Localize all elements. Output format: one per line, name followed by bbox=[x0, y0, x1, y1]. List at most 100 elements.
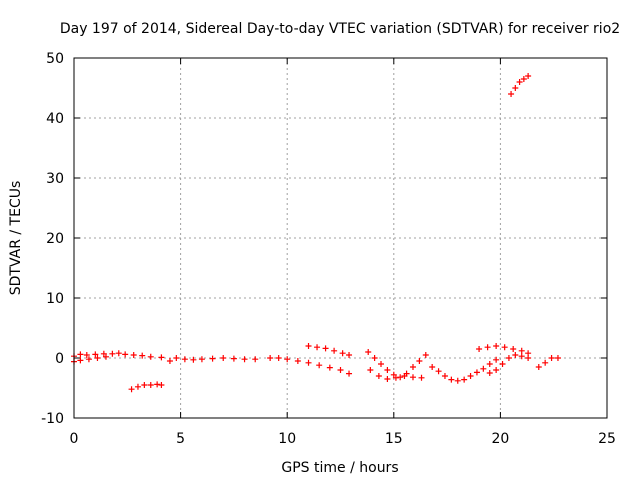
series-arc-1 bbox=[71, 350, 165, 361]
data-point bbox=[418, 374, 425, 381]
data-point bbox=[435, 368, 442, 375]
chart-title: Day 197 of 2014, Sidereal Day-to-day VTE… bbox=[60, 21, 620, 37]
data-point bbox=[252, 356, 259, 363]
data-point bbox=[461, 376, 468, 383]
data-point bbox=[198, 356, 205, 363]
x-axis-label: GPS time / hours bbox=[281, 460, 398, 476]
data-point bbox=[316, 362, 323, 369]
grid bbox=[74, 58, 607, 418]
data-point bbox=[190, 356, 197, 363]
data-point bbox=[122, 351, 129, 358]
data-point bbox=[94, 355, 101, 361]
series-arc-6 bbox=[365, 349, 429, 381]
data-point bbox=[181, 356, 188, 363]
data-point bbox=[331, 347, 338, 354]
x-tick-label: 10 bbox=[278, 431, 296, 447]
y-axis-label: SDTVAR / TECUs bbox=[8, 181, 24, 296]
data-point bbox=[548, 355, 555, 361]
x-tick-label: 15 bbox=[385, 431, 403, 447]
series-arc-4 bbox=[267, 355, 353, 377]
data-point bbox=[305, 359, 312, 366]
data-point bbox=[384, 376, 391, 382]
x-tick-label: 20 bbox=[491, 431, 509, 447]
data-point bbox=[510, 346, 517, 352]
data-point bbox=[493, 356, 500, 363]
data-point bbox=[220, 355, 227, 361]
data-point bbox=[115, 350, 122, 357]
data-point bbox=[158, 382, 165, 388]
x-tick-label: 0 bbox=[70, 431, 79, 447]
y-tick-label: 0 bbox=[55, 351, 64, 367]
y-tick-label: -10 bbox=[41, 411, 64, 427]
data-point bbox=[416, 358, 423, 364]
data-point bbox=[102, 353, 109, 360]
data-point bbox=[441, 373, 448, 379]
series-arc-10 bbox=[508, 73, 532, 97]
data-point bbox=[480, 365, 487, 372]
data-point bbox=[505, 355, 512, 361]
data-point bbox=[501, 344, 508, 351]
data-point bbox=[392, 374, 399, 381]
data-point bbox=[166, 358, 173, 364]
data-point bbox=[346, 352, 353, 358]
data-point bbox=[518, 353, 525, 360]
data-point bbox=[147, 353, 154, 360]
data-point bbox=[429, 364, 436, 370]
data-point bbox=[158, 354, 165, 361]
data-point bbox=[326, 364, 333, 371]
data-point bbox=[322, 345, 329, 352]
y-tick-label: 50 bbox=[46, 51, 64, 67]
data-point bbox=[275, 355, 282, 361]
series-arc-5 bbox=[305, 343, 353, 358]
data-point bbox=[314, 344, 321, 351]
data-point bbox=[467, 373, 474, 379]
data-point bbox=[128, 386, 135, 393]
data-point bbox=[147, 382, 154, 388]
data-point bbox=[134, 383, 141, 390]
data-point bbox=[77, 357, 84, 364]
data-point bbox=[305, 343, 312, 349]
data-point bbox=[230, 355, 237, 362]
data-point bbox=[294, 358, 301, 364]
data-point bbox=[473, 369, 480, 376]
data-point bbox=[486, 361, 493, 367]
data-point bbox=[484, 344, 491, 351]
data-point bbox=[339, 350, 346, 357]
data-point bbox=[375, 373, 382, 379]
data-point bbox=[512, 85, 519, 91]
data-point bbox=[448, 376, 455, 383]
data-points bbox=[71, 73, 561, 393]
data-point bbox=[518, 347, 525, 354]
data-point bbox=[454, 377, 461, 384]
data-point bbox=[512, 352, 519, 358]
data-point bbox=[85, 356, 92, 363]
data-point bbox=[516, 79, 523, 85]
series-arc-1b bbox=[71, 353, 109, 365]
series-arc-7 bbox=[429, 356, 500, 384]
data-point bbox=[508, 91, 515, 97]
data-point bbox=[141, 382, 148, 388]
data-point bbox=[554, 355, 561, 361]
series-arc-2 bbox=[128, 381, 165, 393]
data-point bbox=[346, 370, 353, 377]
data-point bbox=[284, 356, 291, 363]
data-point bbox=[173, 355, 180, 361]
series-arc-3 bbox=[166, 355, 259, 364]
data-point bbox=[209, 355, 216, 362]
data-point bbox=[401, 373, 408, 379]
data-point bbox=[493, 367, 500, 373]
series-arc-9 bbox=[486, 352, 532, 376]
x-tick-label: 5 bbox=[176, 431, 185, 447]
data-point bbox=[337, 367, 344, 373]
data-point bbox=[409, 374, 416, 381]
data-point bbox=[109, 350, 116, 357]
y-tick-label: 40 bbox=[46, 111, 64, 127]
data-point bbox=[486, 370, 493, 376]
data-point bbox=[422, 352, 429, 358]
data-point bbox=[365, 349, 372, 355]
series-arc-8 bbox=[476, 343, 532, 357]
data-point bbox=[139, 352, 146, 359]
data-point bbox=[267, 355, 274, 361]
y-tick-label: 20 bbox=[46, 231, 64, 247]
